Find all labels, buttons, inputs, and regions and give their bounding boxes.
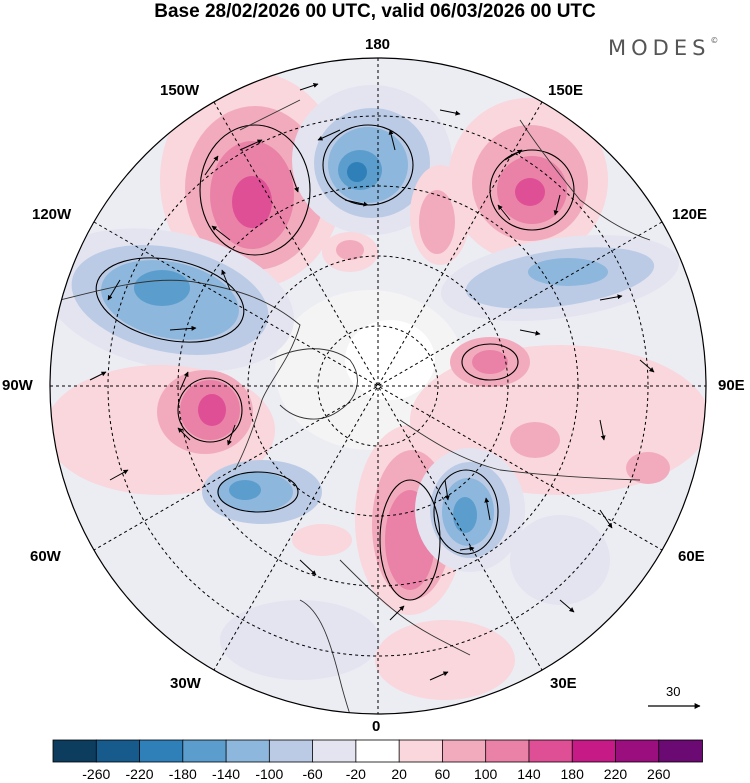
colorbar-tick-label: 260 bbox=[647, 766, 671, 782]
colorbar-tick-label: -220 bbox=[126, 766, 154, 782]
label-90e: 90E bbox=[718, 377, 745, 394]
colorbar-swatch bbox=[615, 739, 660, 763]
anomaly-positive bbox=[232, 176, 272, 228]
anomaly-positive bbox=[510, 422, 560, 458]
anomaly-negative bbox=[134, 270, 190, 306]
colorbar-swatch bbox=[441, 739, 487, 763]
colorbar-tick-label: 100 bbox=[474, 766, 498, 782]
label-90w: 90W bbox=[2, 377, 33, 394]
anomaly-negative bbox=[453, 497, 477, 533]
colorbar-tick-label: -140 bbox=[212, 766, 240, 782]
anomaly-positive bbox=[472, 350, 508, 374]
anomaly-positive bbox=[419, 190, 455, 254]
label-30e: 30E bbox=[550, 675, 577, 692]
colorbar-swatch bbox=[52, 739, 98, 763]
anomaly-positive bbox=[336, 240, 364, 260]
colorbar-swatch bbox=[139, 739, 184, 763]
label-120w: 120W bbox=[32, 206, 72, 223]
anomaly-negative bbox=[229, 480, 261, 500]
reference-vector-label: 30 bbox=[666, 684, 681, 699]
anomaly-positive bbox=[198, 394, 226, 426]
colorbar-tick-label: -260 bbox=[82, 766, 110, 782]
map-boundary bbox=[49, 57, 707, 715]
label-150e: 150E bbox=[548, 82, 584, 99]
wind-vectors bbox=[89, 83, 655, 681]
colorbar-swatch bbox=[225, 739, 271, 763]
label-150w: 150W bbox=[160, 82, 200, 99]
colorbar-tick-label: -100 bbox=[255, 766, 283, 782]
map-title: Base 28/02/2026 00 UTC, valid 06/03/2026… bbox=[154, 1, 596, 22]
anomaly-positive bbox=[515, 178, 545, 206]
colorbar-swatch bbox=[355, 739, 401, 763]
colorbar-tick-label: -60 bbox=[302, 766, 322, 782]
colorbar-tick-label: -180 bbox=[169, 766, 197, 782]
anomaly-positive bbox=[626, 452, 670, 484]
label-60e: 60E bbox=[678, 548, 705, 565]
label-0: 0 bbox=[372, 718, 381, 735]
colorbar-swatch bbox=[95, 739, 141, 763]
graticule bbox=[50, 58, 706, 714]
label-60w: 60W bbox=[30, 548, 61, 565]
anomaly-negative bbox=[510, 515, 610, 605]
colorbar-swatch bbox=[312, 739, 357, 763]
anomaly-positive bbox=[375, 620, 515, 700]
colorbar-swatch bbox=[571, 739, 617, 763]
colorbar-swatch bbox=[398, 739, 444, 763]
brand-name: MODES bbox=[608, 36, 711, 60]
copyright-mark: © bbox=[710, 36, 719, 45]
colorbar-tick-label: 60 bbox=[435, 766, 451, 782]
anomaly-negative bbox=[347, 162, 367, 182]
colorbar-tick-label: 220 bbox=[604, 766, 628, 782]
colorbar-tick-label: 140 bbox=[517, 766, 541, 782]
anomaly-negative bbox=[220, 600, 380, 680]
label-180: 180 bbox=[365, 36, 391, 53]
colorbar-swatch bbox=[528, 739, 574, 763]
colorbar-swatch bbox=[485, 739, 530, 763]
colorbar-tick-label: -20 bbox=[346, 766, 366, 782]
colorbar-swatch bbox=[182, 739, 227, 763]
colorbar-swatch bbox=[658, 739, 703, 763]
label-120e: 120E bbox=[672, 206, 708, 223]
label-30w: 30W bbox=[170, 675, 201, 692]
anomaly-positive bbox=[292, 524, 352, 556]
modes-logo: MODES© bbox=[608, 36, 718, 60]
colorbar-tick-label: 20 bbox=[391, 766, 407, 782]
colorbar-tick-label: 180 bbox=[561, 766, 585, 782]
colorbar-swatch bbox=[268, 739, 314, 763]
